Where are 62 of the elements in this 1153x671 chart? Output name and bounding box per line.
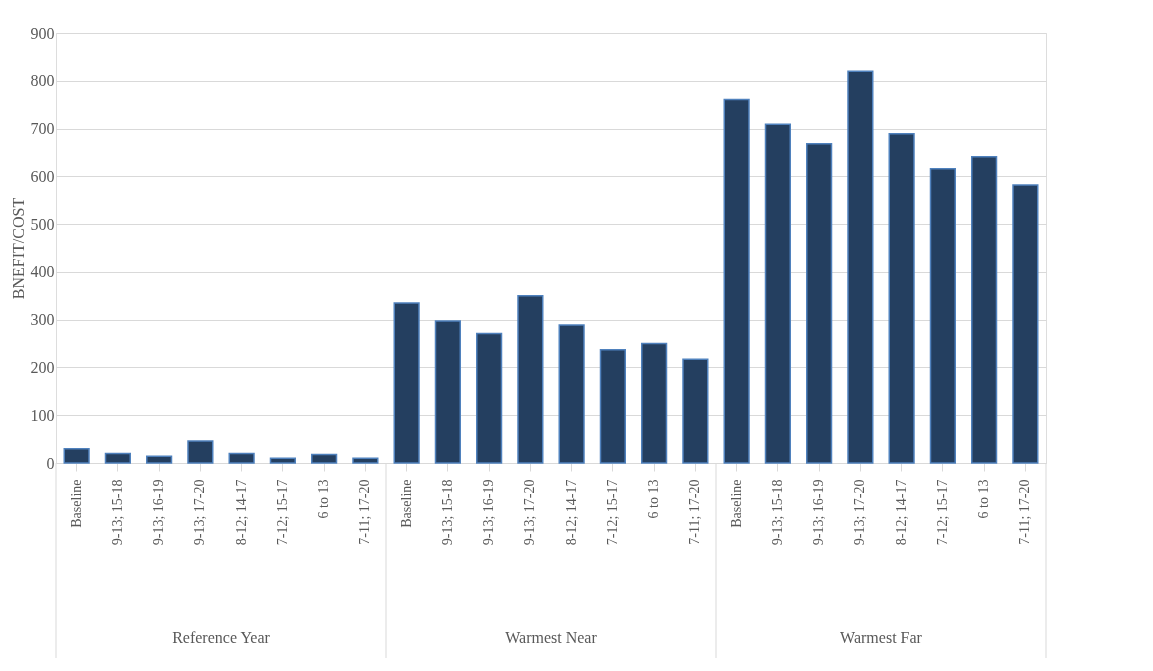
x-tick-label: Baseline [68, 479, 84, 528]
x-tick-label: 7-12; 15-17 [274, 479, 290, 546]
bar [228, 452, 255, 464]
bar [764, 123, 791, 464]
bar [847, 70, 874, 464]
y-tick-label: 600 [30, 167, 55, 185]
bar [641, 342, 668, 464]
x-tick-label: 9-13; 15-18 [439, 479, 455, 546]
x-tick-label: Baseline [728, 479, 744, 528]
bar [311, 453, 338, 464]
x-tick-label: 8-12; 14-17 [893, 479, 909, 546]
text: Reference Year [172, 629, 271, 646]
x-tick-label: 6 to 13 [316, 479, 332, 519]
x-tick-label: 9-13; 15-18 [769, 479, 785, 546]
y-tick-label: 800 [30, 72, 55, 90]
x-tick-label: 9-13; 17-20 [852, 479, 868, 546]
bar [393, 302, 420, 464]
x-tick-label: 8-12; 14-17 [563, 479, 579, 546]
bar [146, 455, 173, 464]
x-tick-label: 7-12; 15-17 [604, 479, 620, 546]
x-tick-label: 6 to 13 [646, 479, 662, 519]
x-tick-label: 9-13; 17-20 [192, 479, 208, 546]
x-tick-label: 9-13; 16-19 [811, 479, 827, 546]
y-tick-label: 900 [30, 24, 55, 42]
y-axis-title: BNEFIT/COST [9, 197, 27, 300]
bar [434, 320, 461, 464]
bar [971, 155, 998, 464]
y-tick-label: 100 [30, 406, 55, 424]
bar [63, 447, 90, 464]
text: Warmest Near [505, 629, 598, 646]
bar [599, 349, 626, 464]
bar [187, 440, 214, 464]
x-tick-label: 8-12; 14-17 [233, 479, 249, 546]
x-tick-label: 9-13; 16-19 [481, 479, 497, 546]
x-tick-label: 9-13; 16-19 [151, 479, 167, 546]
bar [269, 457, 296, 464]
bar [929, 167, 956, 464]
bar [104, 452, 131, 464]
y-tick-label: 0 [46, 454, 55, 472]
bar [517, 295, 544, 464]
x-tick-label: 7-11; 17-20 [687, 479, 703, 545]
bar [558, 324, 585, 464]
bar [476, 332, 503, 464]
x-tick-label: 7-11; 17-20 [1017, 479, 1033, 545]
y-tick-label: 500 [30, 215, 55, 233]
bar [723, 98, 750, 464]
x-tick-label: 6 to 13 [976, 479, 992, 519]
bar [352, 457, 379, 464]
x-tick-label: 7-11; 17-20 [357, 479, 373, 545]
y-tick-label: 400 [30, 263, 55, 281]
y-tick-label: 200 [30, 358, 55, 376]
y-tick-label: 700 [30, 120, 55, 138]
y-tick-label: 300 [30, 311, 55, 329]
bar [682, 358, 709, 464]
bar [888, 133, 915, 464]
x-tick-label: 7-12; 15-17 [934, 479, 950, 546]
bar [1012, 184, 1039, 464]
x-tick-label: Baseline [398, 479, 414, 528]
bar [806, 143, 833, 464]
text: Warmest Far [840, 629, 923, 646]
x-tick-label: 9-13; 17-20 [522, 479, 538, 546]
x-tick-label: 9-13; 15-18 [109, 479, 125, 546]
